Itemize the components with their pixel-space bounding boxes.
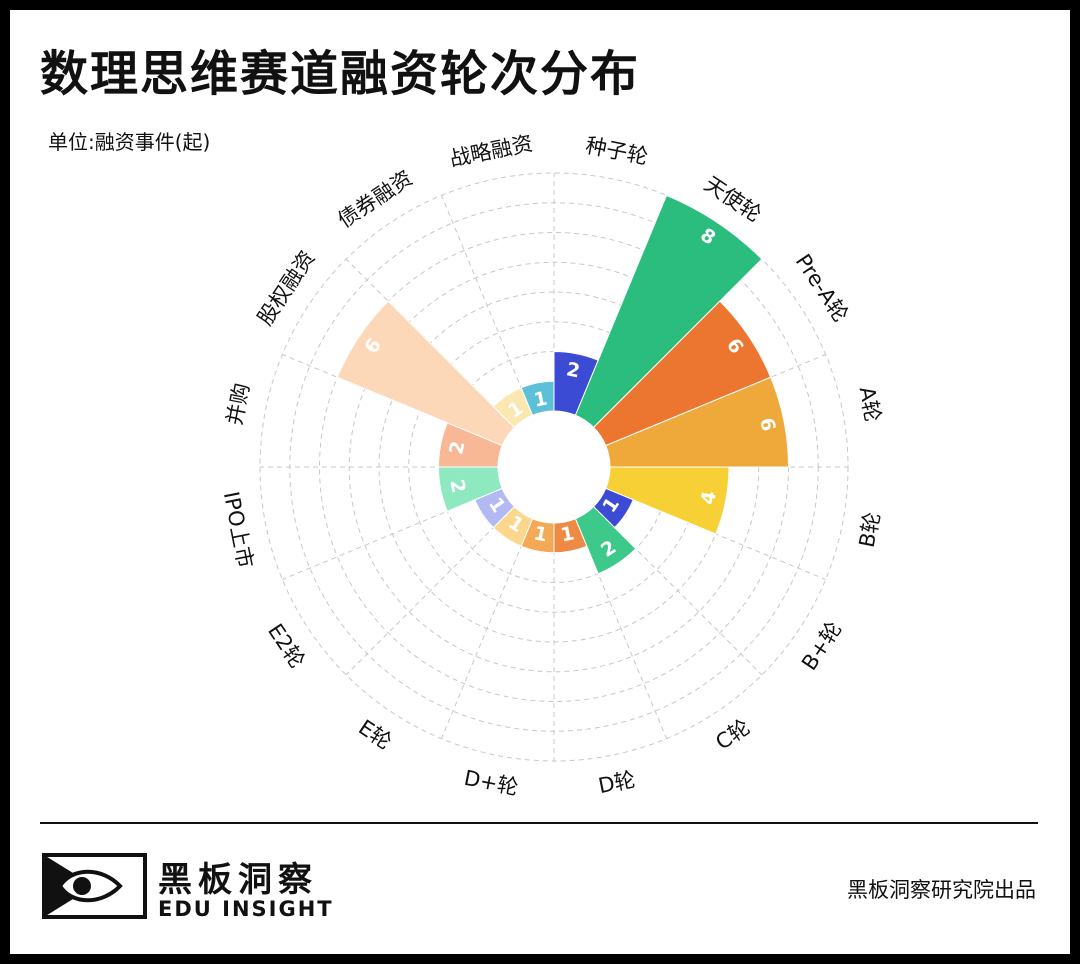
eye-logo-icon — [42, 853, 147, 919]
brand-name: 黑板洞察 — [158, 860, 318, 900]
category-label: E轮 — [354, 715, 396, 754]
bar-2 — [592, 300, 772, 447]
category-label: B轮 — [855, 510, 885, 549]
category-label: D轮 — [596, 767, 637, 798]
bar-value-label: 1 — [532, 522, 549, 546]
bar-1 — [574, 194, 763, 429]
bar-6 — [574, 505, 637, 575]
bar-value-label: 4 — [697, 489, 721, 506]
category-label: 并购 — [222, 381, 254, 427]
category-label: 战略融资 — [448, 131, 535, 171]
category-label: 债券融资 — [334, 166, 417, 233]
page-title: 数理思维赛道融资轮次分布 — [40, 46, 641, 102]
category-label: Pre-A轮 — [791, 250, 853, 326]
category-label: C轮 — [711, 715, 754, 755]
bar-value-label: 2 — [445, 478, 469, 495]
category-label: D+轮 — [462, 766, 520, 800]
bar-value-label: 1 — [559, 522, 576, 546]
bar-13 — [336, 300, 516, 447]
grid-spoke — [441, 195, 534, 416]
bar-value-label: 2 — [565, 358, 582, 382]
bar-value-label: 2 — [445, 439, 469, 456]
credit-text: 黑板洞察研究院出品 — [847, 878, 1036, 902]
category-label: 股权融资 — [253, 247, 320, 330]
category-label: 种子轮 — [584, 133, 650, 169]
footer-divider — [40, 822, 1038, 824]
bar-value-label: 1 — [532, 387, 549, 411]
brand-name-en: EDU INSIGHT — [158, 897, 334, 921]
unit-label: 单位:融资事件(起) — [48, 130, 211, 154]
bar-4 — [605, 466, 730, 535]
category-label: E2轮 — [263, 619, 309, 672]
bar-3 — [605, 376, 790, 468]
grid-spoke — [345, 506, 515, 676]
grid-spoke — [441, 518, 534, 739]
bar-15 — [520, 380, 555, 416]
category-label: A轮 — [855, 384, 885, 423]
bar-value-label: 6 — [755, 416, 779, 433]
category-label: B+轮 — [797, 617, 846, 674]
category-label: IPO上市 — [219, 490, 258, 571]
